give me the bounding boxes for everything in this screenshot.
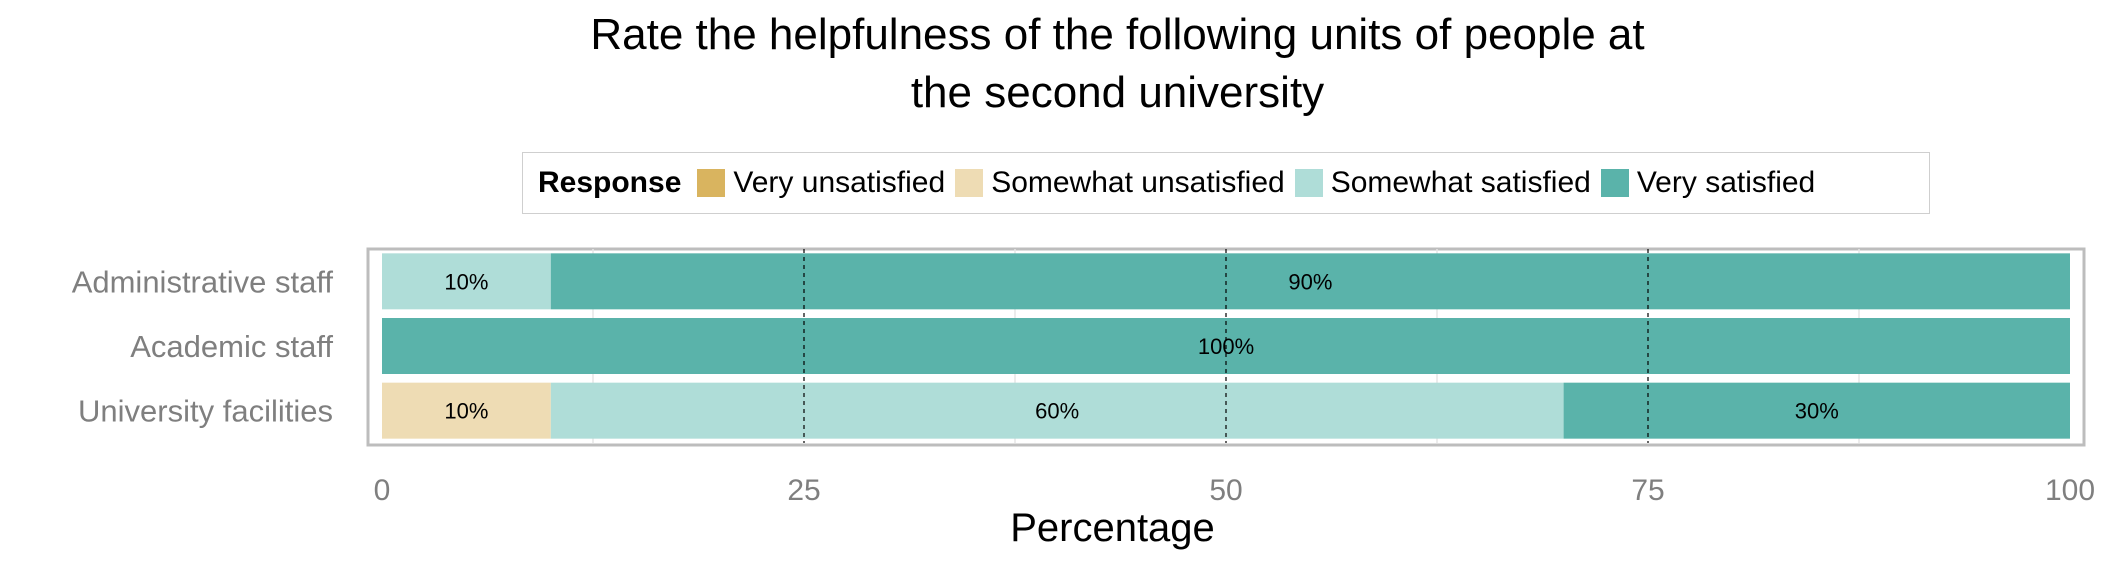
legend-key <box>955 169 984 197</box>
legend-label: Very unsatisfied <box>733 166 946 199</box>
legend-item-somewhat-satisfied: Somewhat satisfied <box>1294 166 1591 200</box>
x-tick-label: 0 <box>374 474 391 507</box>
bar-data-label: 90% <box>1288 269 1332 294</box>
legend-key <box>1600 169 1629 197</box>
x-axis-title-text: Percentage <box>1010 506 1215 550</box>
legend-item-very-unsatisfied: Very unsatisfied <box>697 166 945 200</box>
legend-label: Somewhat unsatisfied <box>991 166 1285 199</box>
y-tick-label: University facilities <box>78 394 333 429</box>
legend-key <box>1294 169 1323 197</box>
bar-segment <box>382 382 551 439</box>
legend-key <box>697 169 726 197</box>
x-tick-label: 75 <box>1631 474 1664 507</box>
legend-title: Response <box>538 166 682 199</box>
legend-label: Somewhat satisfied <box>1330 166 1591 199</box>
bar-segment <box>550 382 1564 439</box>
chart-title: Rate the helpfulness of the following un… <box>0 6 2125 122</box>
x-tick-label: 25 <box>787 474 820 507</box>
legend-label: Very satisfied <box>1636 166 1816 199</box>
bar-data-label: 10% <box>444 399 488 424</box>
x-tick-label: 50 <box>1209 474 1242 507</box>
x-tick-label: 100 <box>2045 474 2095 507</box>
legend-item-somewhat-unsatisfied: Somewhat unsatisfied <box>955 166 1285 200</box>
bar-data-label: 30% <box>1795 399 1839 424</box>
legend: Response Very unsatisfied Somewhat unsat… <box>522 152 1930 214</box>
chart-title-line-2: the second university <box>910 68 1325 117</box>
y-tick-label: Academic staff <box>130 329 333 364</box>
bar-segment <box>382 253 551 310</box>
legend-item-very-satisfied: Very satisfied <box>1600 166 1816 200</box>
chart-title-line-1: Rate the helpfulness of the following un… <box>590 10 1645 59</box>
bar-data-label: 60% <box>1035 399 1079 424</box>
y-tick-label: Administrative staff <box>72 264 334 299</box>
bar-data-label: 10% <box>444 269 488 294</box>
x-axis-title: Percentage <box>0 506 2125 551</box>
